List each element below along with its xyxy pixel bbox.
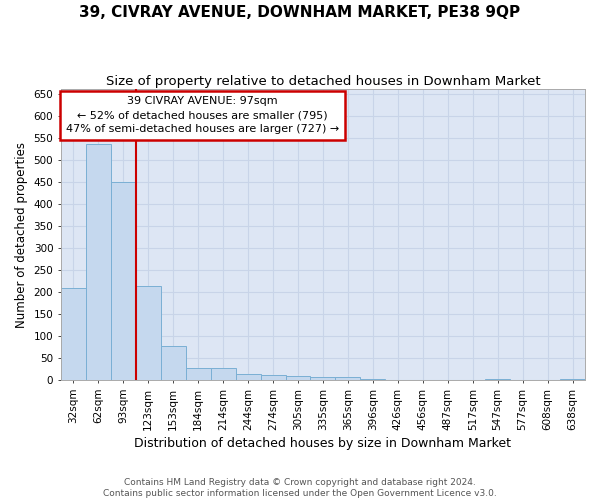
Bar — [310, 377, 335, 380]
Bar — [236, 374, 260, 380]
Bar — [211, 368, 236, 380]
Text: 39, CIVRAY AVENUE, DOWNHAM MARKET, PE38 9QP: 39, CIVRAY AVENUE, DOWNHAM MARKET, PE38 … — [79, 5, 521, 20]
Text: Contains HM Land Registry data © Crown copyright and database right 2024.
Contai: Contains HM Land Registry data © Crown c… — [103, 478, 497, 498]
Bar — [136, 286, 161, 380]
Bar — [111, 182, 136, 380]
Bar — [260, 375, 286, 380]
Bar — [161, 346, 186, 380]
Bar — [86, 144, 111, 380]
X-axis label: Distribution of detached houses by size in Downham Market: Distribution of detached houses by size … — [134, 437, 511, 450]
Bar — [61, 288, 86, 380]
Bar — [560, 379, 585, 380]
Title: Size of property relative to detached houses in Downham Market: Size of property relative to detached ho… — [106, 75, 540, 88]
Bar — [335, 377, 361, 380]
Bar — [485, 379, 510, 380]
Bar — [186, 368, 211, 380]
Bar — [286, 376, 310, 380]
Text: 39 CIVRAY AVENUE: 97sqm
← 52% of detached houses are smaller (795)
47% of semi-d: 39 CIVRAY AVENUE: 97sqm ← 52% of detache… — [66, 96, 339, 134]
Y-axis label: Number of detached properties: Number of detached properties — [15, 142, 28, 328]
Bar — [361, 379, 385, 380]
